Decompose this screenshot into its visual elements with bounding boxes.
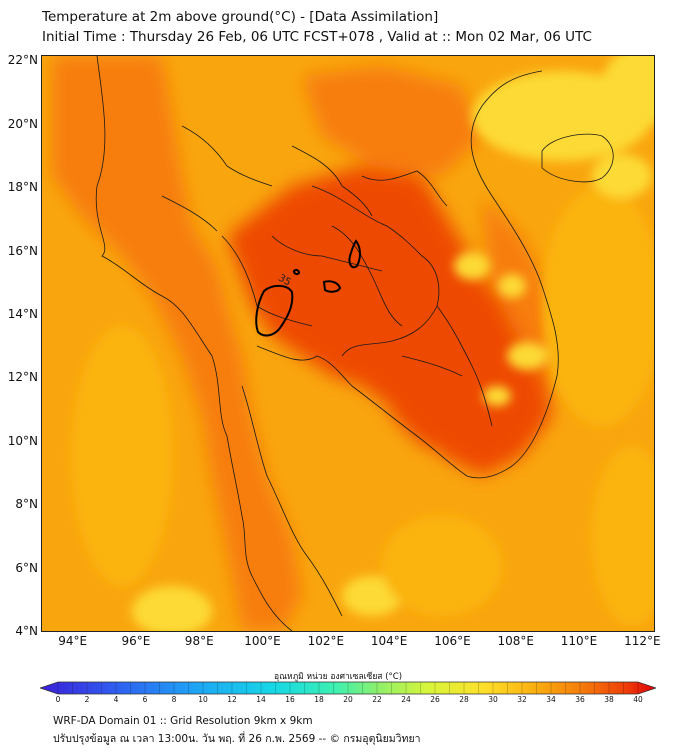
- colorbar-tick-label: 28: [459, 695, 469, 704]
- lat-label: 22°N: [7, 53, 38, 68]
- lon-label: 96°E: [121, 634, 151, 648]
- lon-label: 108°E: [497, 634, 534, 648]
- colorbar-tick-label: 20: [343, 695, 353, 704]
- lon-label: 98°E: [184, 634, 214, 648]
- colorbar: [38, 680, 658, 695]
- lat-label: 10°N: [7, 433, 38, 448]
- colorbar-tick-label: 16: [285, 695, 295, 704]
- contour-35: [255, 239, 361, 337]
- colorbar-tick-label: 36: [575, 695, 585, 704]
- colorbar-tick-label: 4: [113, 695, 119, 704]
- lat-label: 6°N: [15, 560, 38, 575]
- colorbar-tick-label: 22: [372, 695, 382, 704]
- footer-line-1: WRF-DA Domain 01 :: Grid Resolution 9km …: [53, 715, 313, 727]
- colorbar-tick-label: 12: [227, 695, 237, 704]
- hainan-outline: [541, 133, 614, 183]
- title-line-2: Initial Time : Thursday 26 Feb, 06 UTC F…: [42, 29, 592, 45]
- lon-label: 100°E: [244, 634, 281, 648]
- lat-label: 4°N: [15, 624, 38, 638]
- temperature-map[interactable]: 35: [41, 55, 655, 632]
- colorbar-tick-label: 18: [314, 695, 324, 704]
- country-borders: [95, 56, 559, 631]
- colorbar-tick-label: 26: [430, 695, 440, 704]
- lon-label: 110°E: [560, 634, 598, 648]
- colorbar-tick-label: 24: [401, 695, 411, 704]
- lat-label: 18°N: [7, 180, 38, 195]
- lon-label: 102°E: [307, 634, 345, 648]
- colorbar-title: อุณหภูมิ หน่วย องศาเซลเซียส (°C): [273, 672, 403, 682]
- lat-label: 14°N: [7, 306, 38, 321]
- lat-label: 8°N: [15, 497, 38, 512]
- colorbar-tick-label: 34: [546, 695, 556, 704]
- colorbar-tick-label: 38: [604, 695, 614, 704]
- colorbar-tick-label: 0: [55, 695, 61, 704]
- colorbar-tick-label: 6: [142, 695, 148, 704]
- footer-line-2: ปรับปรุงข้อมูล ณ เวลา 13:00น. วัน พฤ. ที…: [53, 733, 421, 745]
- colorbar-tick-label: 8: [171, 695, 177, 704]
- lon-label: 104°E: [370, 634, 408, 648]
- lat-label: 20°N: [7, 116, 38, 131]
- colorbar-tick-label: 14: [256, 695, 266, 704]
- lon-label: 112°E: [624, 634, 661, 648]
- cool-patches: [72, 56, 654, 631]
- lon-label: 106°E: [434, 634, 471, 648]
- colorbar-tick-label: 30: [488, 695, 498, 704]
- chart-title: Temperature at 2m above ground(°C) - [Da…: [42, 7, 592, 47]
- colorbar-tick-label: 10: [198, 695, 208, 704]
- map-svg: 35: [42, 56, 654, 631]
- lon-label: 94°E: [58, 634, 88, 648]
- lat-label: 16°N: [7, 243, 38, 258]
- colorbar-tick-label: 2: [84, 695, 90, 704]
- lat-label: 12°N: [7, 370, 38, 385]
- colorbar-tick-label: 32: [517, 695, 527, 704]
- colorbar-tick-label: 40: [633, 695, 643, 704]
- title-line-1: Temperature at 2m above ground(°C) - [Da…: [42, 9, 439, 25]
